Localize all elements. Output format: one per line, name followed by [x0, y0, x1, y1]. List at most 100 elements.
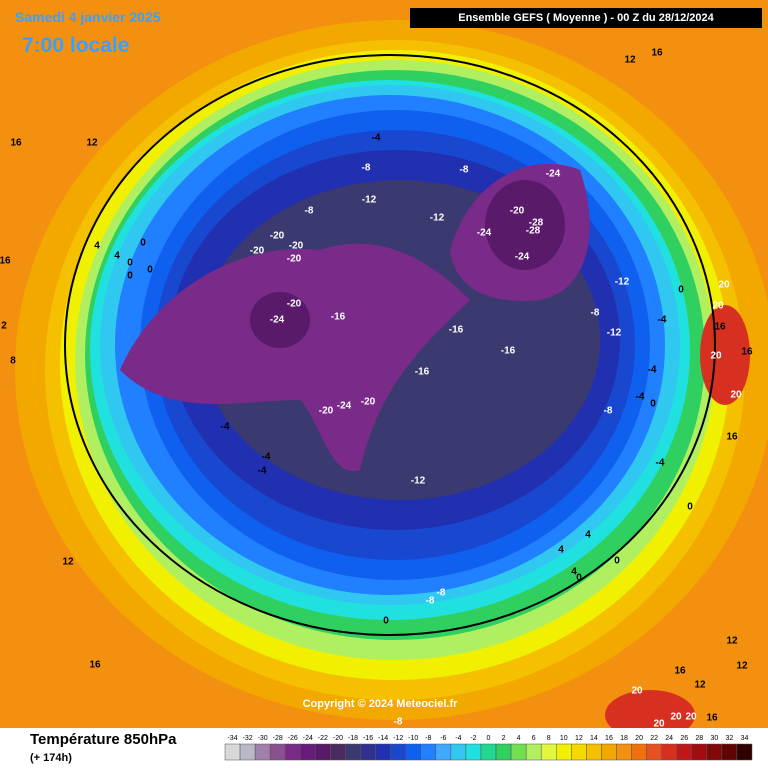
colorbar-tick-label: 6 — [532, 735, 536, 742]
contour-label: -4 — [658, 315, 667, 326]
colorbar-swatch — [571, 743, 587, 761]
contour-label: 12 — [736, 661, 748, 672]
contour-label: -16 — [331, 312, 346, 323]
colorbar-tick-label: 4 — [517, 735, 521, 742]
colorbar-tick-label: -12 — [393, 735, 403, 742]
contour-label: -4 — [648, 365, 657, 376]
colorbar-swatch — [601, 743, 617, 761]
contour-label: -8 — [394, 717, 403, 728]
contour-label: 12 — [624, 55, 636, 66]
colorbar-tick-label: 12 — [575, 735, 583, 742]
colorbar-tick-label: 20 — [635, 735, 643, 742]
colorbar-tick-label: -6 — [440, 735, 446, 742]
contour-label: 0 — [140, 238, 146, 249]
run-bar — [410, 8, 762, 28]
contour-label: 16 — [674, 666, 686, 677]
contour-label: -12 — [362, 195, 377, 206]
contour-label: 12 — [62, 557, 74, 568]
contour-label: -4 — [262, 452, 271, 463]
copyright: Copyright © 2024 Meteociel.fr — [303, 698, 459, 710]
contour-label: -20 — [270, 231, 285, 242]
colorbar-swatch — [405, 743, 421, 761]
colorbar-swatch — [435, 743, 452, 761]
contour-label: 16 — [706, 713, 718, 724]
contour-label: -28 — [526, 226, 541, 237]
contour-label: 8 — [10, 356, 16, 367]
colorbar-swatch — [375, 743, 391, 761]
colorbar-tick-label: 30 — [710, 735, 718, 742]
contour-label: 4 — [571, 567, 577, 578]
contour-label: 16 — [726, 432, 738, 443]
contour-label: -24 — [546, 169, 561, 180]
colorbar-tick-label: 14 — [590, 735, 598, 742]
contour-label: 4 — [114, 251, 120, 262]
contour-label: -16 — [501, 346, 516, 357]
contour-label: 12 — [694, 680, 706, 691]
colorbar-swatch — [676, 743, 693, 761]
colorbar-swatch — [390, 743, 406, 761]
contour-label: 16 — [89, 660, 101, 671]
contour-label: 2 — [1, 321, 7, 332]
colorbar-tick-label: 2 — [502, 735, 506, 742]
colorbar-swatch — [450, 743, 467, 761]
colorbar-swatch — [540, 743, 557, 761]
contour-label: -24 — [477, 228, 492, 239]
colorbar-tick-label: 34 — [741, 735, 749, 742]
colorbar-swatch — [284, 743, 301, 761]
colorbar-tick-label: -10 — [408, 735, 418, 742]
colorbar-swatch — [525, 743, 542, 761]
contour-label: 0 — [147, 265, 153, 276]
contour-label: -8 — [460, 165, 469, 176]
colorbar-tick-label: -32 — [243, 735, 253, 742]
background — [0, 0, 768, 740]
contour-label: -4 — [636, 392, 645, 403]
colorbar-swatch — [721, 743, 738, 761]
legend-subtitle: (+ 174h) — [30, 752, 72, 764]
colorbar-swatch — [691, 743, 708, 761]
colorbar-swatch — [465, 743, 482, 761]
colorbar-tick-label: 24 — [665, 735, 673, 742]
colorbar-swatch — [224, 743, 241, 761]
colorbar-tick-label: -14 — [378, 735, 388, 742]
contour-label: -8 — [591, 308, 600, 319]
contour-label: -12 — [430, 213, 445, 224]
contour-label: -20 — [289, 241, 304, 252]
colorbar-tick-label: 16 — [605, 735, 613, 742]
contour-label: -16 — [415, 367, 430, 378]
contour-label: -24 — [337, 401, 352, 412]
contour-label: 0 — [650, 399, 656, 410]
colorbar-tick-label: 18 — [620, 735, 628, 742]
contour-label: -20 — [361, 397, 376, 408]
contour-label: 0 — [687, 502, 693, 513]
contour-label: -4 — [656, 458, 665, 469]
colorbar-tick-label: -20 — [333, 735, 343, 742]
contour-label: 0 — [127, 271, 133, 282]
contour-label: 20 — [653, 719, 665, 730]
contour-label: 16 — [741, 347, 753, 358]
colorbar-tick-label: -18 — [348, 735, 358, 742]
contour-label: -20 — [287, 254, 302, 265]
colorbar-tick-label: -4 — [455, 735, 461, 742]
colorbar-swatch — [345, 743, 361, 761]
contour-label: -4 — [372, 133, 381, 144]
colorbar-tick-label: 32 — [726, 735, 734, 742]
colorbar-tick-label: -22 — [318, 735, 328, 742]
colorbar-swatch — [420, 743, 437, 761]
colorbar-swatch — [239, 743, 256, 761]
contour-label: 20 — [685, 712, 697, 723]
colorbar-swatch — [495, 743, 512, 761]
contour-label: 16 — [0, 256, 11, 267]
colorbar-swatch — [706, 743, 723, 761]
contour-label: 4 — [94, 241, 100, 252]
contour-label: 20 — [712, 301, 724, 312]
contour-label: 0 — [127, 258, 133, 269]
time: 7:00 locale — [22, 34, 129, 57]
contour-label: 20 — [730, 390, 742, 401]
contour-label: -8 — [362, 163, 371, 174]
contour-label: -8 — [305, 206, 314, 217]
contour-label: -28 — [529, 218, 544, 229]
colorbar-swatch — [480, 743, 497, 761]
contour-label: -20 — [250, 246, 265, 257]
contour-label: 12 — [726, 636, 738, 647]
colorbar: -34 -32 -30 -28 -26 -24 -22 -20 -18 -16 -14 -12 -10-… — [224, 735, 753, 761]
